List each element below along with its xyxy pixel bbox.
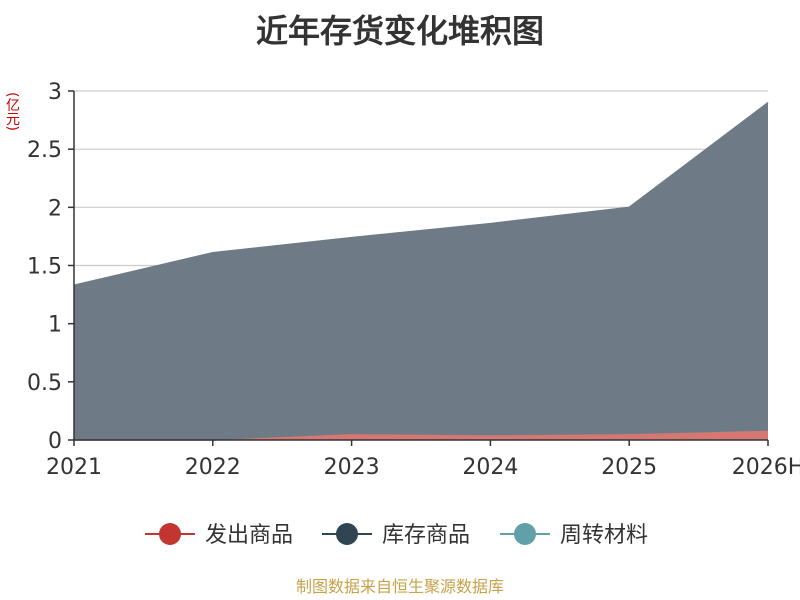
x-tick-label: 2026H xyxy=(732,455,800,480)
legend-label: 发出商品 xyxy=(205,523,293,548)
tick-labels: 0 0.5 1 1.5 2 2.5 3 2021 2022 2023 2024 2025 2026H xyxy=(27,80,800,480)
legend-marker xyxy=(514,523,536,545)
area-2 xyxy=(74,102,768,440)
y-axis-unit: (亿元) xyxy=(4,92,20,131)
data-source-note: 制图数据来自恒生聚源数据库 xyxy=(295,577,504,596)
legend-label: 周转材料 xyxy=(560,523,648,548)
legend-item-3[interactable]: 周转材料 xyxy=(500,523,648,548)
y-tick-label: 1.5 xyxy=(27,255,62,280)
axes xyxy=(68,90,769,446)
x-tick-label: 2025 xyxy=(601,455,657,480)
area-series xyxy=(73,102,769,441)
x-tick-label: 2022 xyxy=(185,455,241,480)
y-tick-label: 0.5 xyxy=(27,371,62,396)
legend-item-2[interactable]: 库存商品 xyxy=(322,523,470,548)
x-tick-label: 2024 xyxy=(462,455,518,480)
legend-marker xyxy=(336,523,358,545)
legend-marker xyxy=(159,523,181,545)
x-tick-label: 2021 xyxy=(46,455,102,480)
x-tick-label: 2023 xyxy=(324,455,380,480)
legend-label: 库存商品 xyxy=(382,523,470,548)
y-tick-label: 2.5 xyxy=(27,138,62,163)
area-line-2 xyxy=(73,102,769,287)
y-tick-label: 0 xyxy=(48,429,62,454)
legend-item-1[interactable]: 发出商品 xyxy=(145,523,293,548)
y-tick-label: 2 xyxy=(48,196,62,221)
legend[interactable]: 发出商品 库存商品 周转材料 xyxy=(145,523,648,548)
y-tick-label: 1 xyxy=(48,313,62,338)
y-tick-label: 3 xyxy=(48,80,62,105)
chart-title: 近年存货变化堆积图 xyxy=(255,12,544,50)
